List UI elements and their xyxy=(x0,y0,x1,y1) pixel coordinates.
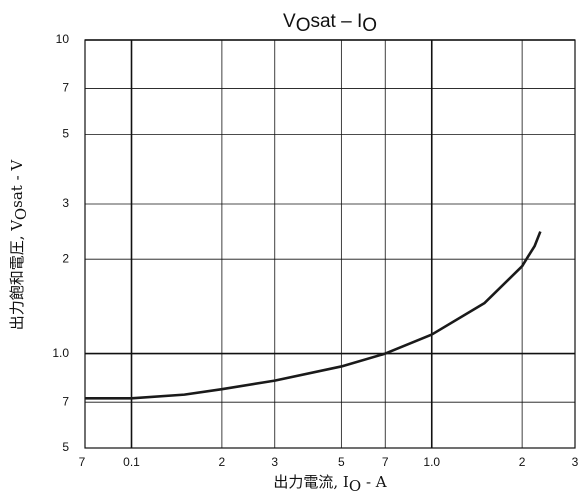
label-part: 出力電流, I xyxy=(273,473,349,491)
x-tick-label: 2 xyxy=(519,455,526,469)
x-tick-label: 1.0 xyxy=(423,455,440,469)
subscript: O xyxy=(12,208,30,220)
y-tick-label: 5 xyxy=(62,440,69,454)
label-part: 出力飽和電圧, V xyxy=(8,219,26,331)
x-tick-label: 5 xyxy=(338,455,345,469)
x-tick-label: 0.1 xyxy=(123,455,140,469)
subscript: O xyxy=(296,15,311,36)
y-tick-label: 3 xyxy=(62,196,69,210)
subscript: O xyxy=(362,15,377,36)
x-tick-label: 7 xyxy=(79,455,86,469)
plot-frame xyxy=(84,39,576,449)
curve xyxy=(85,231,542,400)
y-tick-label: 5 xyxy=(62,127,69,141)
label-part: - A xyxy=(361,473,387,491)
x-tick-label: 3 xyxy=(572,455,579,469)
label-part: V xyxy=(283,11,296,32)
x-tick-label: 3 xyxy=(271,455,278,469)
x-tick-label: 7 xyxy=(382,455,389,469)
y-tick-label: 7 xyxy=(62,394,69,408)
subscript: O xyxy=(349,477,361,495)
y-tick-label: 2 xyxy=(62,251,69,265)
x-axis-label: 出力電流, IO - A xyxy=(273,473,386,495)
chart-title: VOsat – IO xyxy=(283,11,377,36)
y-axis-label: 出力飽和電圧, VOsat - V xyxy=(8,159,30,331)
label-part: sat - V xyxy=(8,159,26,208)
label-part: sat – I xyxy=(310,11,362,32)
y-tick-label: 7 xyxy=(62,81,69,95)
y-tick-label: 1.0 xyxy=(52,346,69,360)
x-tick-label: 2 xyxy=(219,455,226,469)
y-tick-label: 10 xyxy=(56,32,70,46)
